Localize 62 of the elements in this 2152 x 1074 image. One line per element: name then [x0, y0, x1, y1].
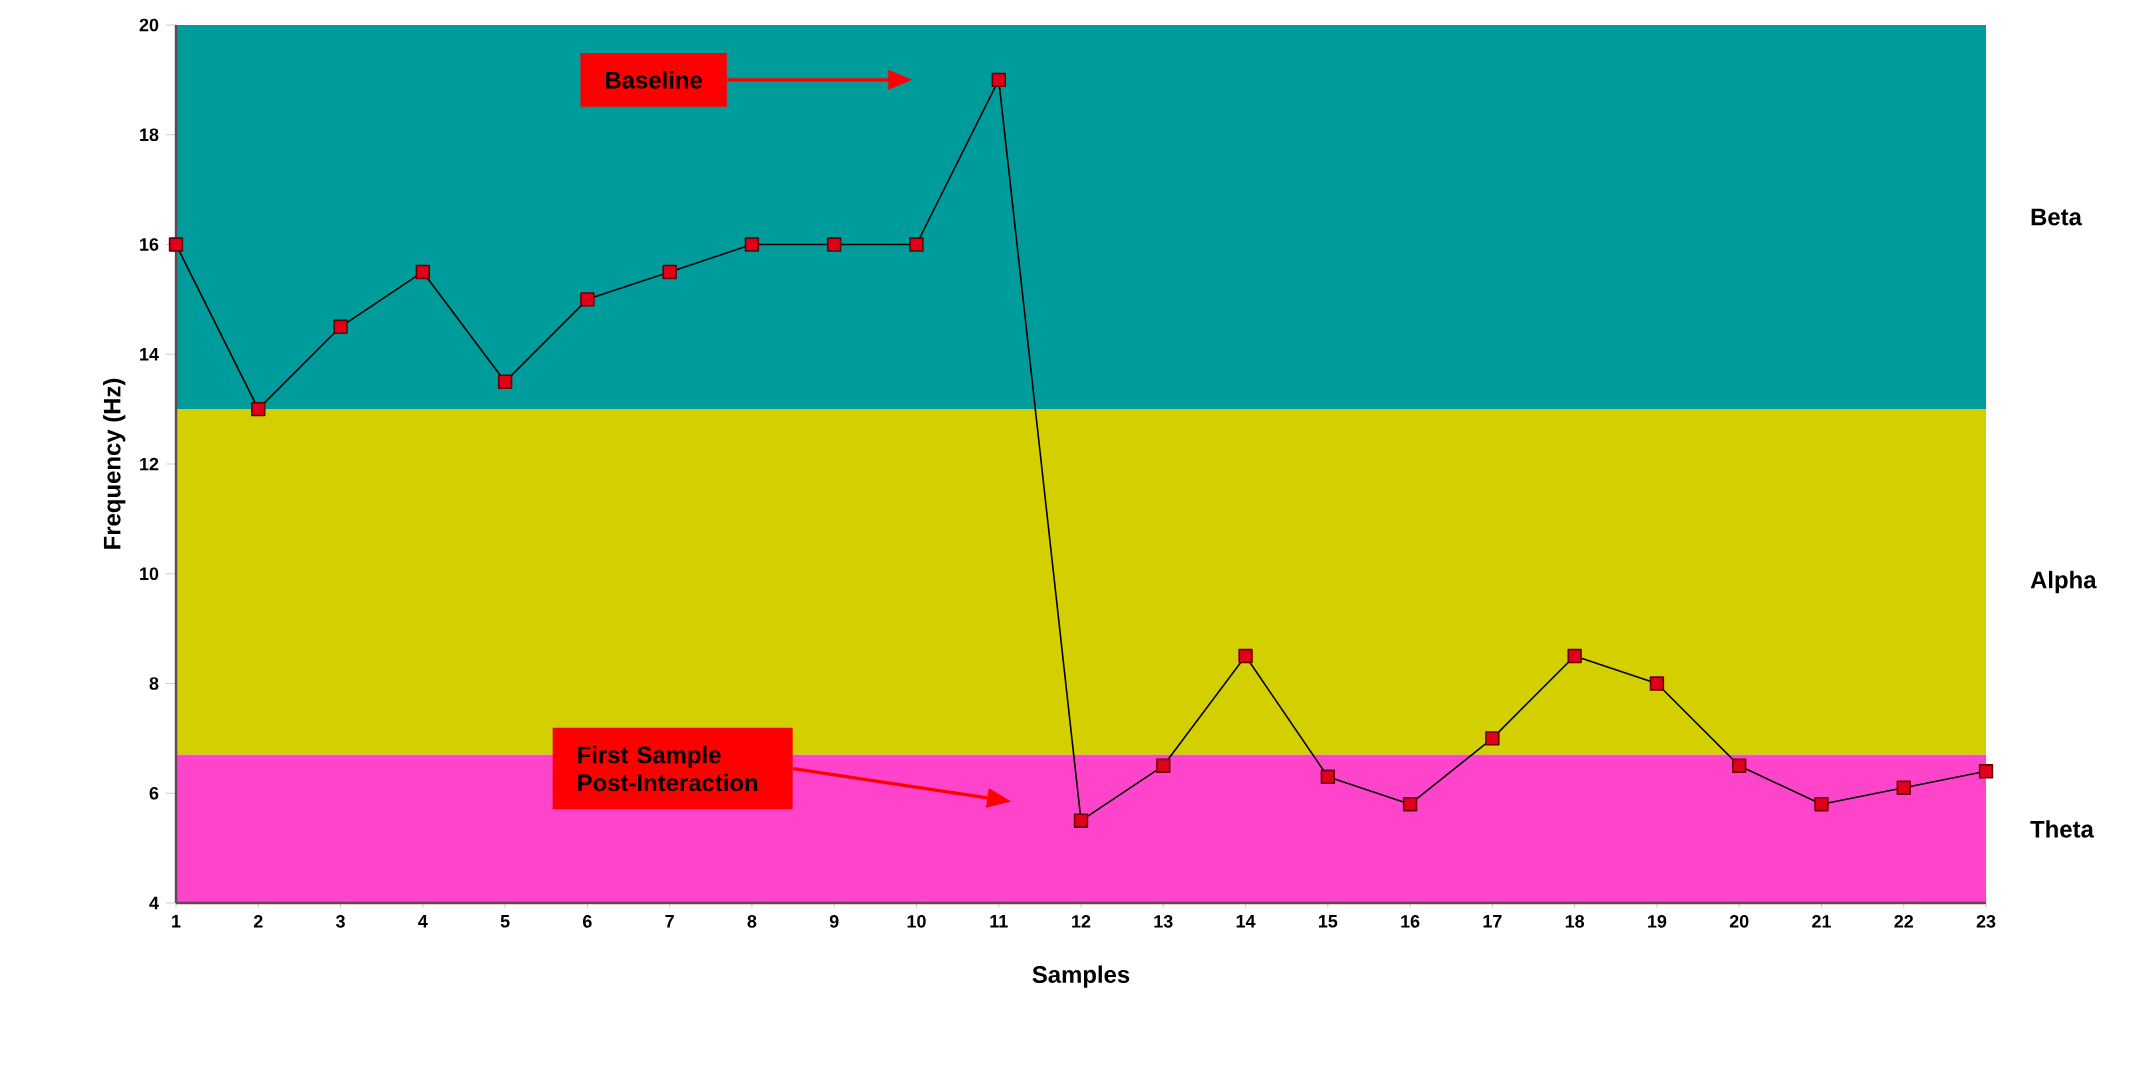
x-axis-title: Samples — [1032, 965, 1130, 988]
x-tick-label: 16 — [1401, 915, 1420, 928]
x-tick-label: 2 — [253, 915, 263, 928]
point — [1649, 676, 1665, 691]
x-tick-label: 7 — [665, 915, 674, 928]
x-tick-label: 9 — [829, 915, 839, 928]
point — [1814, 797, 1829, 812]
point — [826, 237, 842, 252]
x-tick-label: 18 — [1565, 915, 1585, 928]
band-label: Alpha — [2030, 570, 2097, 594]
x-tick-label: 19 — [1648, 915, 1667, 928]
x-tick-label: 6 — [583, 915, 592, 928]
point — [909, 237, 924, 252]
y-tick-label: 20 — [139, 18, 159, 32]
x-tick-label: 22 — [1894, 915, 1913, 928]
x-tick-label: 8 — [747, 915, 757, 928]
point — [1320, 769, 1336, 784]
x-tick-label: 15 — [1318, 915, 1338, 928]
x-tick-label: 21 — [1812, 915, 1831, 928]
x-tick-label: 10 — [907, 915, 926, 928]
point — [415, 264, 431, 280]
y-tick-label: 16 — [140, 238, 159, 251]
point — [580, 292, 595, 307]
band-label: Theta — [2030, 820, 2094, 838]
x-tick-label: 1 — [172, 915, 181, 928]
x-tick-label: 4 — [418, 915, 428, 928]
y-tick-label: 14 — [140, 348, 159, 361]
point — [744, 237, 760, 252]
y-tick-label: 4 — [149, 896, 159, 910]
x-tick-label: 20 — [1729, 915, 1749, 928]
point — [1978, 764, 1994, 779]
x-tick-label: 17 — [1483, 915, 1502, 928]
point — [1567, 648, 1582, 664]
annotation: Baseline — [606, 71, 702, 89]
annotation: First Sample Post-Interaction — [578, 745, 758, 792]
x-tick-label: 12 — [1072, 915, 1091, 928]
y-tick-label: 8 — [149, 677, 159, 690]
point — [1238, 648, 1253, 664]
point — [1732, 758, 1747, 774]
point — [1402, 797, 1418, 812]
point — [1485, 731, 1500, 746]
point — [662, 264, 677, 280]
y-tick-label: 10 — [140, 567, 159, 581]
point — [1073, 813, 1089, 828]
y-tick-label: 6 — [149, 786, 159, 800]
point — [251, 401, 266, 417]
point — [991, 72, 1006, 88]
x-tick-label: 3 — [335, 915, 345, 928]
y-axis-title: Frequency (Hz) — [103, 378, 126, 549]
point — [333, 319, 348, 334]
point — [168, 237, 184, 252]
point — [1896, 780, 1911, 795]
x-tick-label: 5 — [500, 915, 510, 928]
y-tick-label: 18 — [140, 128, 159, 142]
band-label: Beta — [2031, 208, 2083, 226]
point — [1156, 758, 1171, 774]
x-tick-label: 23 — [1976, 915, 1996, 928]
point — [497, 374, 513, 389]
x-tick-label: 11 — [990, 915, 1008, 928]
x-tick-label: 13 — [1154, 915, 1173, 928]
x-tick-label: 14 — [1236, 915, 1256, 928]
y-tick-label: 12 — [140, 457, 159, 471]
